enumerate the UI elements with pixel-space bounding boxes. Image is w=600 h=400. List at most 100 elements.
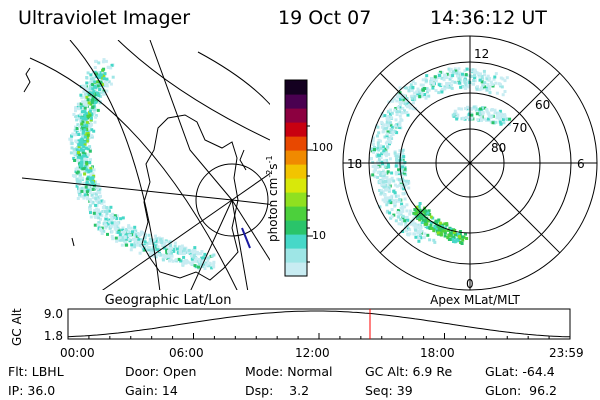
emission-pixel <box>397 215 401 219</box>
emission-pixel <box>151 246 155 249</box>
emission-pixel <box>93 223 97 227</box>
emission-pixel <box>85 81 89 85</box>
emission-pixel <box>501 77 505 81</box>
emission-pixel <box>460 107 464 111</box>
emission-pixel <box>489 115 493 119</box>
emission-pixel <box>397 170 401 174</box>
emission-pixel-bright <box>86 177 90 181</box>
emission-pixel <box>208 261 212 265</box>
emission-pixel <box>381 172 385 176</box>
emission-pixel <box>387 186 391 190</box>
emission-pixel <box>456 69 459 73</box>
emission-pixel <box>488 91 492 95</box>
emission-pixel <box>177 257 181 261</box>
emission-pixel <box>386 180 390 184</box>
emission-pixel <box>403 167 407 171</box>
emission-pixel <box>95 199 99 203</box>
emission-pixel <box>403 183 407 187</box>
emission-pixel <box>483 85 487 89</box>
emission-pixel <box>96 71 100 74</box>
emission-pixel <box>115 239 119 243</box>
emission-pixel-bright <box>434 227 438 231</box>
emission-pixel-bright <box>101 76 104 80</box>
emission-pixel <box>89 215 93 219</box>
coastline-highlight <box>241 227 251 249</box>
emission-pixel <box>494 72 498 76</box>
emission-pixel <box>85 76 89 79</box>
emission-pixel-bright <box>422 210 426 214</box>
emission-pixel <box>85 195 89 199</box>
emission-pixel <box>111 237 115 241</box>
emission-pixel <box>111 75 115 79</box>
emission-pixel <box>150 238 154 242</box>
emission-pixel-bright <box>458 235 461 239</box>
emission-pixel <box>94 115 98 119</box>
emission-pixel-bright <box>83 128 87 132</box>
emission-pixel <box>160 253 164 257</box>
emission-pixel <box>449 67 453 71</box>
emission-pixel <box>165 251 169 255</box>
timeline-y-tick-9: 9.0 <box>44 307 63 321</box>
emission-pixel <box>149 248 153 252</box>
emission-pixel <box>433 75 437 79</box>
emission-pixel-bright <box>86 132 90 135</box>
emission-pixel-bright <box>95 72 98 76</box>
left-panel-caption: Geographic Lat/Lon <box>105 293 232 308</box>
emission-pixel <box>71 174 75 178</box>
emission-pixel <box>494 120 498 124</box>
emission-pixel-bright <box>91 182 95 186</box>
emission-pixel <box>140 239 144 243</box>
emission-pixel <box>486 74 490 78</box>
emission-pixel-bright <box>84 117 88 121</box>
emission-pixel <box>456 74 459 78</box>
intensity-colorbar: 100 10 photon cm-2s-1 <box>265 79 333 277</box>
emission-pixel <box>148 240 152 244</box>
emission-pixel <box>376 153 380 157</box>
emission-pixel <box>430 80 434 84</box>
emission-pixel <box>406 101 410 105</box>
emission-pixel <box>505 118 509 122</box>
emission-pixel-bright <box>88 109 92 113</box>
emission-pixel <box>107 65 111 69</box>
emission-pixel <box>437 72 441 76</box>
emission-pixel <box>140 244 144 248</box>
emission-pixel <box>445 82 449 85</box>
emission-pixel <box>424 77 428 81</box>
emission-pixel <box>398 153 402 156</box>
emission-pixel <box>423 87 427 90</box>
emission-pixel <box>109 82 113 86</box>
emission-pixel <box>197 267 201 271</box>
emission-pixel <box>202 256 205 260</box>
emission-pixel <box>139 230 143 234</box>
altitude-curve <box>67 310 571 338</box>
emission-pixel <box>450 83 453 87</box>
emission-pixel <box>131 237 135 241</box>
emission-pixel <box>70 146 74 150</box>
emission-pixel <box>194 259 198 263</box>
emission-pixel <box>412 101 415 105</box>
mlt-label-6: 6 <box>577 157 585 171</box>
emission-pixel <box>107 80 111 84</box>
emission-pixel <box>91 172 95 176</box>
emission-pixel <box>440 76 444 80</box>
emission-pixel <box>413 95 417 99</box>
emission-pixel <box>474 107 478 111</box>
emission-pixel <box>402 98 406 102</box>
emission-pixel <box>147 246 151 249</box>
emission-pixel-bright <box>428 226 432 230</box>
emission-pixel <box>435 76 439 80</box>
emission-pixel <box>419 236 423 240</box>
emission-pixel <box>168 259 171 263</box>
emission-pixel-bright <box>443 226 447 230</box>
emission-pixel <box>382 129 386 133</box>
emission-pixel <box>92 192 96 196</box>
emission-pixel <box>383 193 387 197</box>
emission-pixel-bright <box>89 116 93 120</box>
emission-pixel <box>72 147 76 151</box>
emission-pixel <box>485 109 489 113</box>
emission-pixel <box>70 134 74 138</box>
emission-pixel <box>127 234 131 238</box>
emission-pixel <box>98 101 102 105</box>
emission-pixel <box>384 183 388 187</box>
emission-pixel <box>191 248 195 252</box>
